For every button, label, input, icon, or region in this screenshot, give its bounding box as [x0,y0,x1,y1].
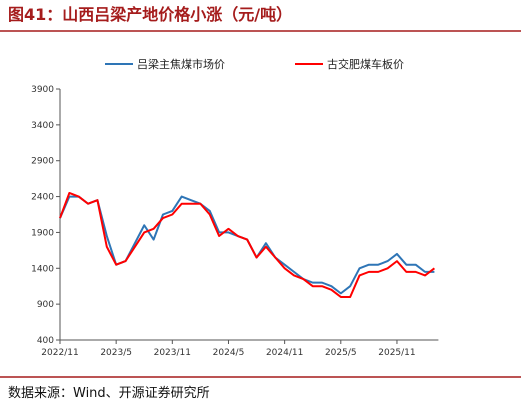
x-tick-label: 2025/11 [378,348,415,358]
x-tick-label: 2023/5 [100,348,132,358]
series-line [59,191,436,298]
x-tick-label: 2024/5 [213,348,245,358]
series-line [59,195,435,295]
x-tick-label: 2025/5 [325,348,357,358]
x-tick-label: 2023/11 [154,348,191,358]
legend-label: 古交肥煤车板价 [327,57,404,71]
source: 数据来源：Wind、开源证券研究所 [8,385,210,401]
y-tick-label: 3900 [31,85,54,95]
y-tick-label: 1400 [31,264,54,274]
y-tick-label: 400 [37,336,54,346]
y-tick-label: 3400 [31,121,54,131]
y-tick-label: 900 [37,300,54,310]
y-tick-label: 2900 [31,157,54,167]
legend-label: 吕梁主焦煤市场价 [137,57,225,71]
x-tick-label: 2024/11 [266,348,303,358]
y-tick-label: 2400 [31,193,54,203]
x-tick-label: 2022/11 [41,348,78,358]
y-tick-label: 1900 [31,228,54,238]
chart-title: 图41：山西吕梁产地价格小涨（元/吨） [8,5,292,24]
